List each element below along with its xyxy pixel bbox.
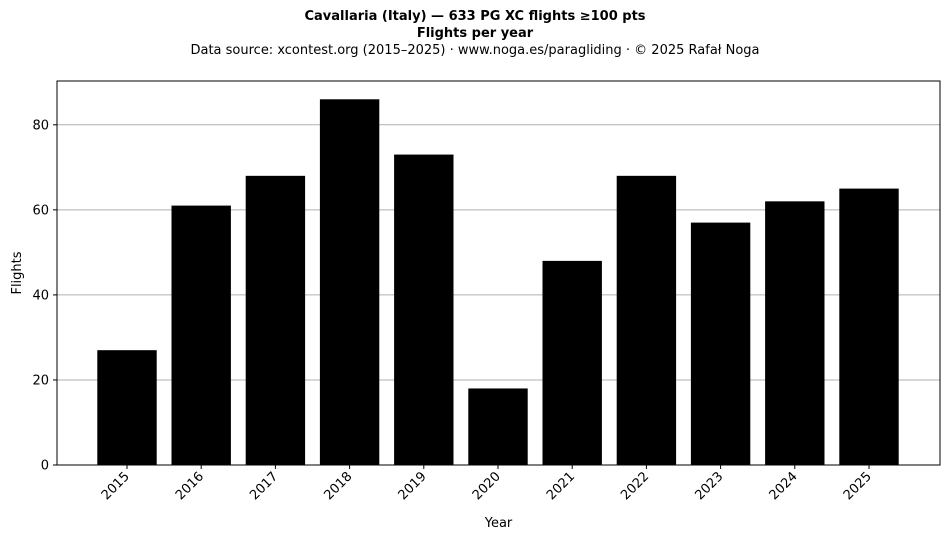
bar-2022: [616, 175, 677, 465]
chart-subtitle: Data source: xcontest.org (2015–2025) · …: [190, 43, 760, 58]
x-tick-label-2022: 2022: [618, 469, 652, 503]
y-tick-label-60: 60: [32, 203, 49, 218]
chart-title-line2: Flights per year: [416, 26, 534, 41]
bar-2018: [319, 99, 380, 466]
x-tick-label-2017: 2017: [247, 469, 281, 503]
bars: [97, 99, 899, 466]
y-tick-label-80: 80: [32, 118, 49, 133]
bar-2016: [171, 205, 231, 465]
bar-2023: [690, 222, 751, 465]
x-tick-label-2015: 2015: [99, 469, 133, 503]
y-tick-label-20: 20: [32, 373, 49, 388]
x-tick-label-2023: 2023: [692, 469, 726, 503]
bar-2015: [97, 350, 157, 465]
y-axis-label: Flights: [10, 251, 25, 294]
bar-2025: [839, 188, 899, 465]
bar-2021: [542, 260, 602, 465]
bar-2024: [765, 201, 825, 465]
y-tick-label-0: 0: [41, 459, 49, 474]
bar-2019: [394, 154, 454, 465]
x-tick-label-2019: 2019: [396, 469, 430, 503]
bar-2017: [245, 175, 306, 465]
chart-title: Cavallaria (Italy) — 633 PG XC flights ≥…: [304, 9, 646, 24]
y-tick-label-40: 40: [32, 288, 49, 303]
bar-2020: [468, 388, 528, 465]
y-axis-ticks: 0 20 40 60 80: [32, 118, 57, 474]
x-tick-label-2025: 2025: [841, 469, 875, 503]
x-axis-label: Year: [484, 516, 513, 531]
x-tick-label-2021: 2021: [544, 469, 578, 503]
x-tick-label-2018: 2018: [321, 469, 355, 503]
x-axis-ticks: 2015 2016 2017 2018 2019 2020 2021 2022 2023 2024…: [99, 465, 875, 503]
x-tick-label-2016: 2016: [173, 469, 207, 503]
chart-titles: Cavallaria (Italy) — 633 PG XC flights ≥…: [0, 8, 950, 59]
x-tick-label-2020: 2020: [470, 469, 504, 503]
x-tick-label-2024: 2024: [767, 469, 801, 503]
